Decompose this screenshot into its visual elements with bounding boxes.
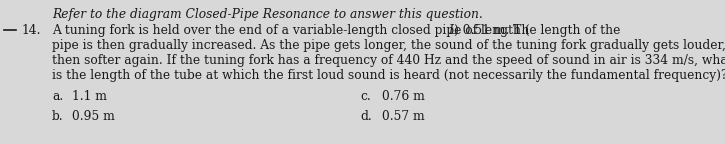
Text: 0.76 m: 0.76 m [382,90,425,103]
Text: pipe is then gradually increased. As the pipe gets longer, the sound of the tuni: pipe is then gradually increased. As the… [52,39,725,52]
Text: Refer to the diagram Closed-Pipe Resonance to answer this question.: Refer to the diagram Closed-Pipe Resonan… [52,8,483,21]
Text: c.: c. [360,90,370,103]
Text: 0.95 m: 0.95 m [72,110,115,123]
Text: 14.: 14. [22,24,41,37]
Text: L: L [449,24,457,37]
Text: b.: b. [52,110,64,123]
Text: a.: a. [52,90,63,103]
Text: ) 0.51 m. The length of the: ) 0.51 m. The length of the [454,24,620,37]
Text: is the length of the tube at which the first loud sound is heard (not necessaril: is the length of the tube at which the f… [52,69,725,82]
Text: d.: d. [360,110,372,123]
Text: then softer again. If the tuning fork has a frequency of 440 Hz and the speed of: then softer again. If the tuning fork ha… [52,54,725,67]
Text: 0.57 m: 0.57 m [382,110,425,123]
Text: 1.1 m: 1.1 m [72,90,107,103]
Text: A tuning fork is held over the end of a variable-length closed pipe of length (: A tuning fork is held over the end of a … [52,24,530,37]
